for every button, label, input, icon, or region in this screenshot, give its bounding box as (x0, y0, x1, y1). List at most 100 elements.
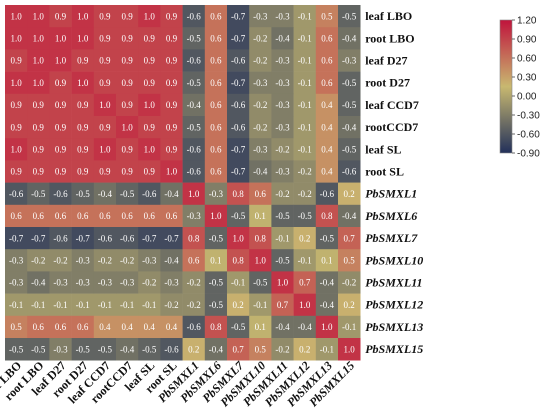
heatmap-cell (71, 293, 95, 317)
cell-value-label: 1.0 (232, 233, 244, 243)
cell-value-label: -0.2 (98, 256, 112, 266)
cell-value-label: -0.4 (31, 278, 46, 288)
cell-value-label: 0.6 (210, 78, 222, 88)
cell-value-label: 0.8 (232, 189, 244, 199)
heatmap-cell (49, 249, 72, 272)
cell-value-label: 0.9 (121, 78, 133, 88)
cell-value-label: 0.9 (144, 78, 156, 88)
cell-value-label: -0.5 (209, 233, 224, 243)
heatmap-cell (293, 338, 317, 361)
cell-value-label: 0.2 (299, 344, 310, 354)
cell-value-label: 1.0 (144, 11, 156, 21)
heatmap-cell (5, 93, 28, 117)
heatmap-cell (338, 160, 361, 183)
cell-value-label: -0.3 (120, 278, 135, 288)
heatmap-cell (93, 49, 117, 72)
heatmap-cell (138, 249, 161, 272)
row-labels: leaf LBO root LBO leaf D27 root D27 leaf CCD… (365, 9, 423, 356)
cell-value-label: 0.9 (10, 56, 22, 66)
heatmap-cell (204, 249, 228, 272)
heatmap-cell (315, 160, 339, 183)
heatmap-cell (138, 271, 161, 294)
heatmap-cell (227, 71, 250, 95)
heatmap-cell (160, 116, 183, 139)
cell-value-label: 1.0 (255, 256, 267, 266)
heatmap-cell (71, 182, 95, 206)
heatmap-cell (116, 160, 139, 183)
cell-value-label: 1.0 (166, 167, 178, 177)
heatmap-cell (27, 271, 50, 294)
heatmap-cell (338, 315, 361, 339)
cell-value-label: -0.2 (31, 256, 45, 266)
cell-value-label: 0.4 (321, 122, 333, 132)
cell-value-label: -0.2 (253, 34, 267, 44)
cell-value-label: 0.9 (77, 56, 89, 66)
heatmap-cell (116, 315, 139, 339)
cell-value-label: 1.0 (121, 122, 133, 132)
cell-value-label: 0.6 (10, 211, 22, 221)
heatmap-cell (338, 116, 361, 139)
cell-value-label: -0.6 (120, 233, 135, 243)
heatmap-cell (138, 227, 161, 250)
cell-value-label: -0.4 (342, 34, 357, 44)
cell-value-label: -0.7 (231, 11, 246, 21)
cell-value-label: -0.1 (298, 100, 312, 110)
cell-value-label: -0.4 (298, 322, 313, 332)
heatmap-cell (160, 160, 183, 183)
cell-value-label: -0.5 (98, 344, 113, 354)
cell-value-label: 1.0 (343, 344, 355, 354)
heatmap-cell (271, 204, 294, 228)
cell-value-label: 0.2 (343, 189, 354, 199)
cell-value-label: -0.4 (253, 167, 268, 177)
cell-value-label: -0.5 (120, 189, 135, 199)
heatmap-cell (71, 204, 95, 228)
cell-value-label: 0.9 (10, 122, 22, 132)
cell-value-label: 0.6 (210, 11, 222, 21)
cell-value-label: 0.2 (299, 233, 310, 243)
heatmap-cell (271, 249, 294, 272)
heatmap-cell (271, 182, 294, 206)
cell-value-label: 0.9 (77, 145, 89, 155)
cell-value-label: 0.9 (99, 122, 111, 132)
heatmap-cell (138, 49, 161, 72)
heatmap-cell (315, 5, 339, 28)
cell-value-label: 0.8 (321, 211, 333, 221)
heatmap-cell (204, 315, 228, 339)
cell-value-label: -0.7 (31, 233, 46, 243)
heatmap-cell (49, 27, 72, 50)
heatmap-cell (338, 71, 361, 95)
cell-value-label: 0.9 (55, 11, 67, 21)
cell-value-label: -0.6 (9, 189, 24, 199)
heatmap-cell (338, 293, 361, 317)
heatmap-cell (271, 160, 294, 183)
heatmap-cell (160, 249, 183, 272)
heatmap-cell (204, 182, 228, 206)
cell-value-label: -0.1 (31, 300, 45, 310)
cell-value-label: -0.3 (76, 278, 91, 288)
heatmap-cell (93, 293, 117, 317)
heatmap-cell (204, 93, 228, 117)
heatmap-cell (27, 204, 50, 228)
heatmap-cell (116, 116, 139, 139)
cell-value-label: 0.6 (210, 145, 222, 155)
heatmap-cell (49, 271, 72, 294)
heatmap-cell (271, 93, 294, 117)
colorbar-tick-label: 0.30 (517, 73, 537, 84)
cell-value-label: 0.9 (10, 167, 22, 177)
heatmap-cell (27, 116, 50, 139)
cell-value-label: -0.3 (53, 278, 68, 288)
cell-value-label: 0.6 (188, 256, 200, 266)
heatmap-cell (227, 49, 250, 72)
heatmap-cell (116, 338, 139, 361)
heatmap-cell (249, 5, 272, 28)
cell-value-label: 0.2 (188, 344, 199, 354)
cell-value-label: -0.4 (209, 344, 224, 354)
cell-value-label: 1.0 (77, 11, 89, 21)
heatmap-cell (293, 227, 317, 250)
heatmap-cell (293, 49, 317, 72)
heatmap-cell (116, 271, 139, 294)
heatmap-cell (204, 71, 228, 95)
cell-value-label: 0.6 (321, 34, 333, 44)
cell-value-label: -0.3 (98, 278, 113, 288)
cell-value-label: 0.6 (33, 211, 45, 221)
